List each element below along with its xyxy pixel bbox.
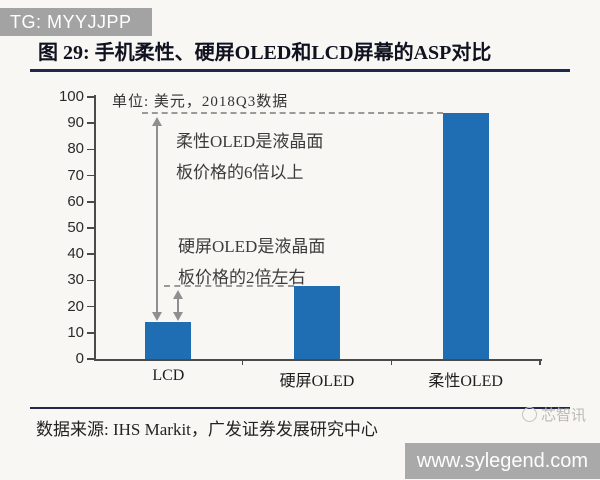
annotation-flexible-oled: 柔性OLED是液晶面 板价格的6倍以上 — [176, 126, 323, 188]
brand-watermark: 芯智讯 — [521, 404, 586, 425]
y-tick — [87, 358, 94, 360]
y-axis — [94, 95, 96, 361]
x-tick — [539, 359, 541, 365]
y-tick-label: 30 — [67, 271, 84, 289]
title-underline — [30, 69, 570, 72]
y-tick-label: 70 — [67, 166, 84, 184]
bar-LCD — [145, 322, 192, 359]
y-tick-label: 50 — [67, 219, 84, 236]
y-tick-label: 90 — [67, 114, 84, 132]
arrow-2x-comparison — [173, 289, 183, 322]
y-tick — [87, 122, 94, 124]
bar-柔性OLED — [442, 112, 489, 359]
y-tick — [87, 305, 94, 308]
y-tick-label: 40 — [67, 245, 84, 263]
y-tick — [87, 201, 94, 203]
annotation-line: 板价格的2倍左右 — [178, 268, 306, 287]
brand-watermark-text: 芯智讯 — [540, 408, 586, 424]
source-divider — [30, 407, 570, 409]
tg-channel-badge: TG: MYYJJPP — [0, 8, 152, 36]
arrowhead-up-icon — [173, 289, 183, 299]
arrowhead-up-icon — [152, 116, 162, 126]
unit-note: 单位: 美元，2018Q3数据 — [112, 94, 289, 110]
y-tick-label: 100 — [58, 88, 84, 105]
arrow-6x-comparison — [152, 116, 162, 322]
brand-logo-icon — [521, 407, 537, 422]
y-tick-label: 0 — [75, 350, 84, 367]
x-tick — [390, 359, 393, 365]
arrow-2x-comparison-shaft — [177, 296, 179, 315]
y-tick — [87, 279, 94, 282]
x-axis — [94, 359, 542, 361]
x-tick-label: 柔性OLED — [428, 373, 503, 390]
y-tick — [87, 96, 94, 98]
data-source: 数据来源: IHS Markit，广发证券发展研究中心 — [36, 420, 378, 439]
y-tick-label: 80 — [67, 140, 84, 158]
annotation-line: 柔性OLED是液晶面 — [176, 132, 324, 151]
annotation-rigid-oled: 硬屏OLED是液晶面 板价格的2倍左右 — [178, 231, 325, 293]
x-tick-label: 硬屏OLED — [279, 373, 355, 390]
bar-硬屏OLED — [294, 285, 340, 359]
arrowhead-down-icon — [152, 312, 162, 322]
figure-title: 图 29: 手机柔性、硬屏OLED和LCD屏幕的ASP对比 — [38, 42, 492, 64]
bar-chart: 单位: 美元，2018Q3数据 柔性OLED是液晶面 板价格的6倍以上 硬屏OL… — [58, 88, 542, 390]
y-tick-label: 10 — [67, 323, 84, 341]
guide-line-rigid — [164, 284, 294, 287]
y-tick — [87, 174, 94, 177]
y-tick — [87, 332, 94, 334]
site-watermark: www.sylegend.com — [405, 443, 600, 479]
arrow-6x-comparison-shaft — [156, 123, 158, 315]
annotation-line: 板价格的6倍以上 — [176, 163, 304, 182]
x-tick-label: LCD — [152, 367, 185, 384]
y-tick-label: 60 — [67, 192, 84, 210]
annotation-line: 硬屏OLED是液晶面 — [178, 237, 326, 256]
y-tick — [87, 227, 94, 229]
x-tick — [241, 359, 244, 365]
y-tick-label: 20 — [67, 297, 84, 315]
y-tick — [87, 253, 94, 255]
y-tick — [87, 148, 94, 151]
guide-line-flexible — [142, 111, 443, 114]
arrowhead-down-icon — [173, 312, 183, 322]
